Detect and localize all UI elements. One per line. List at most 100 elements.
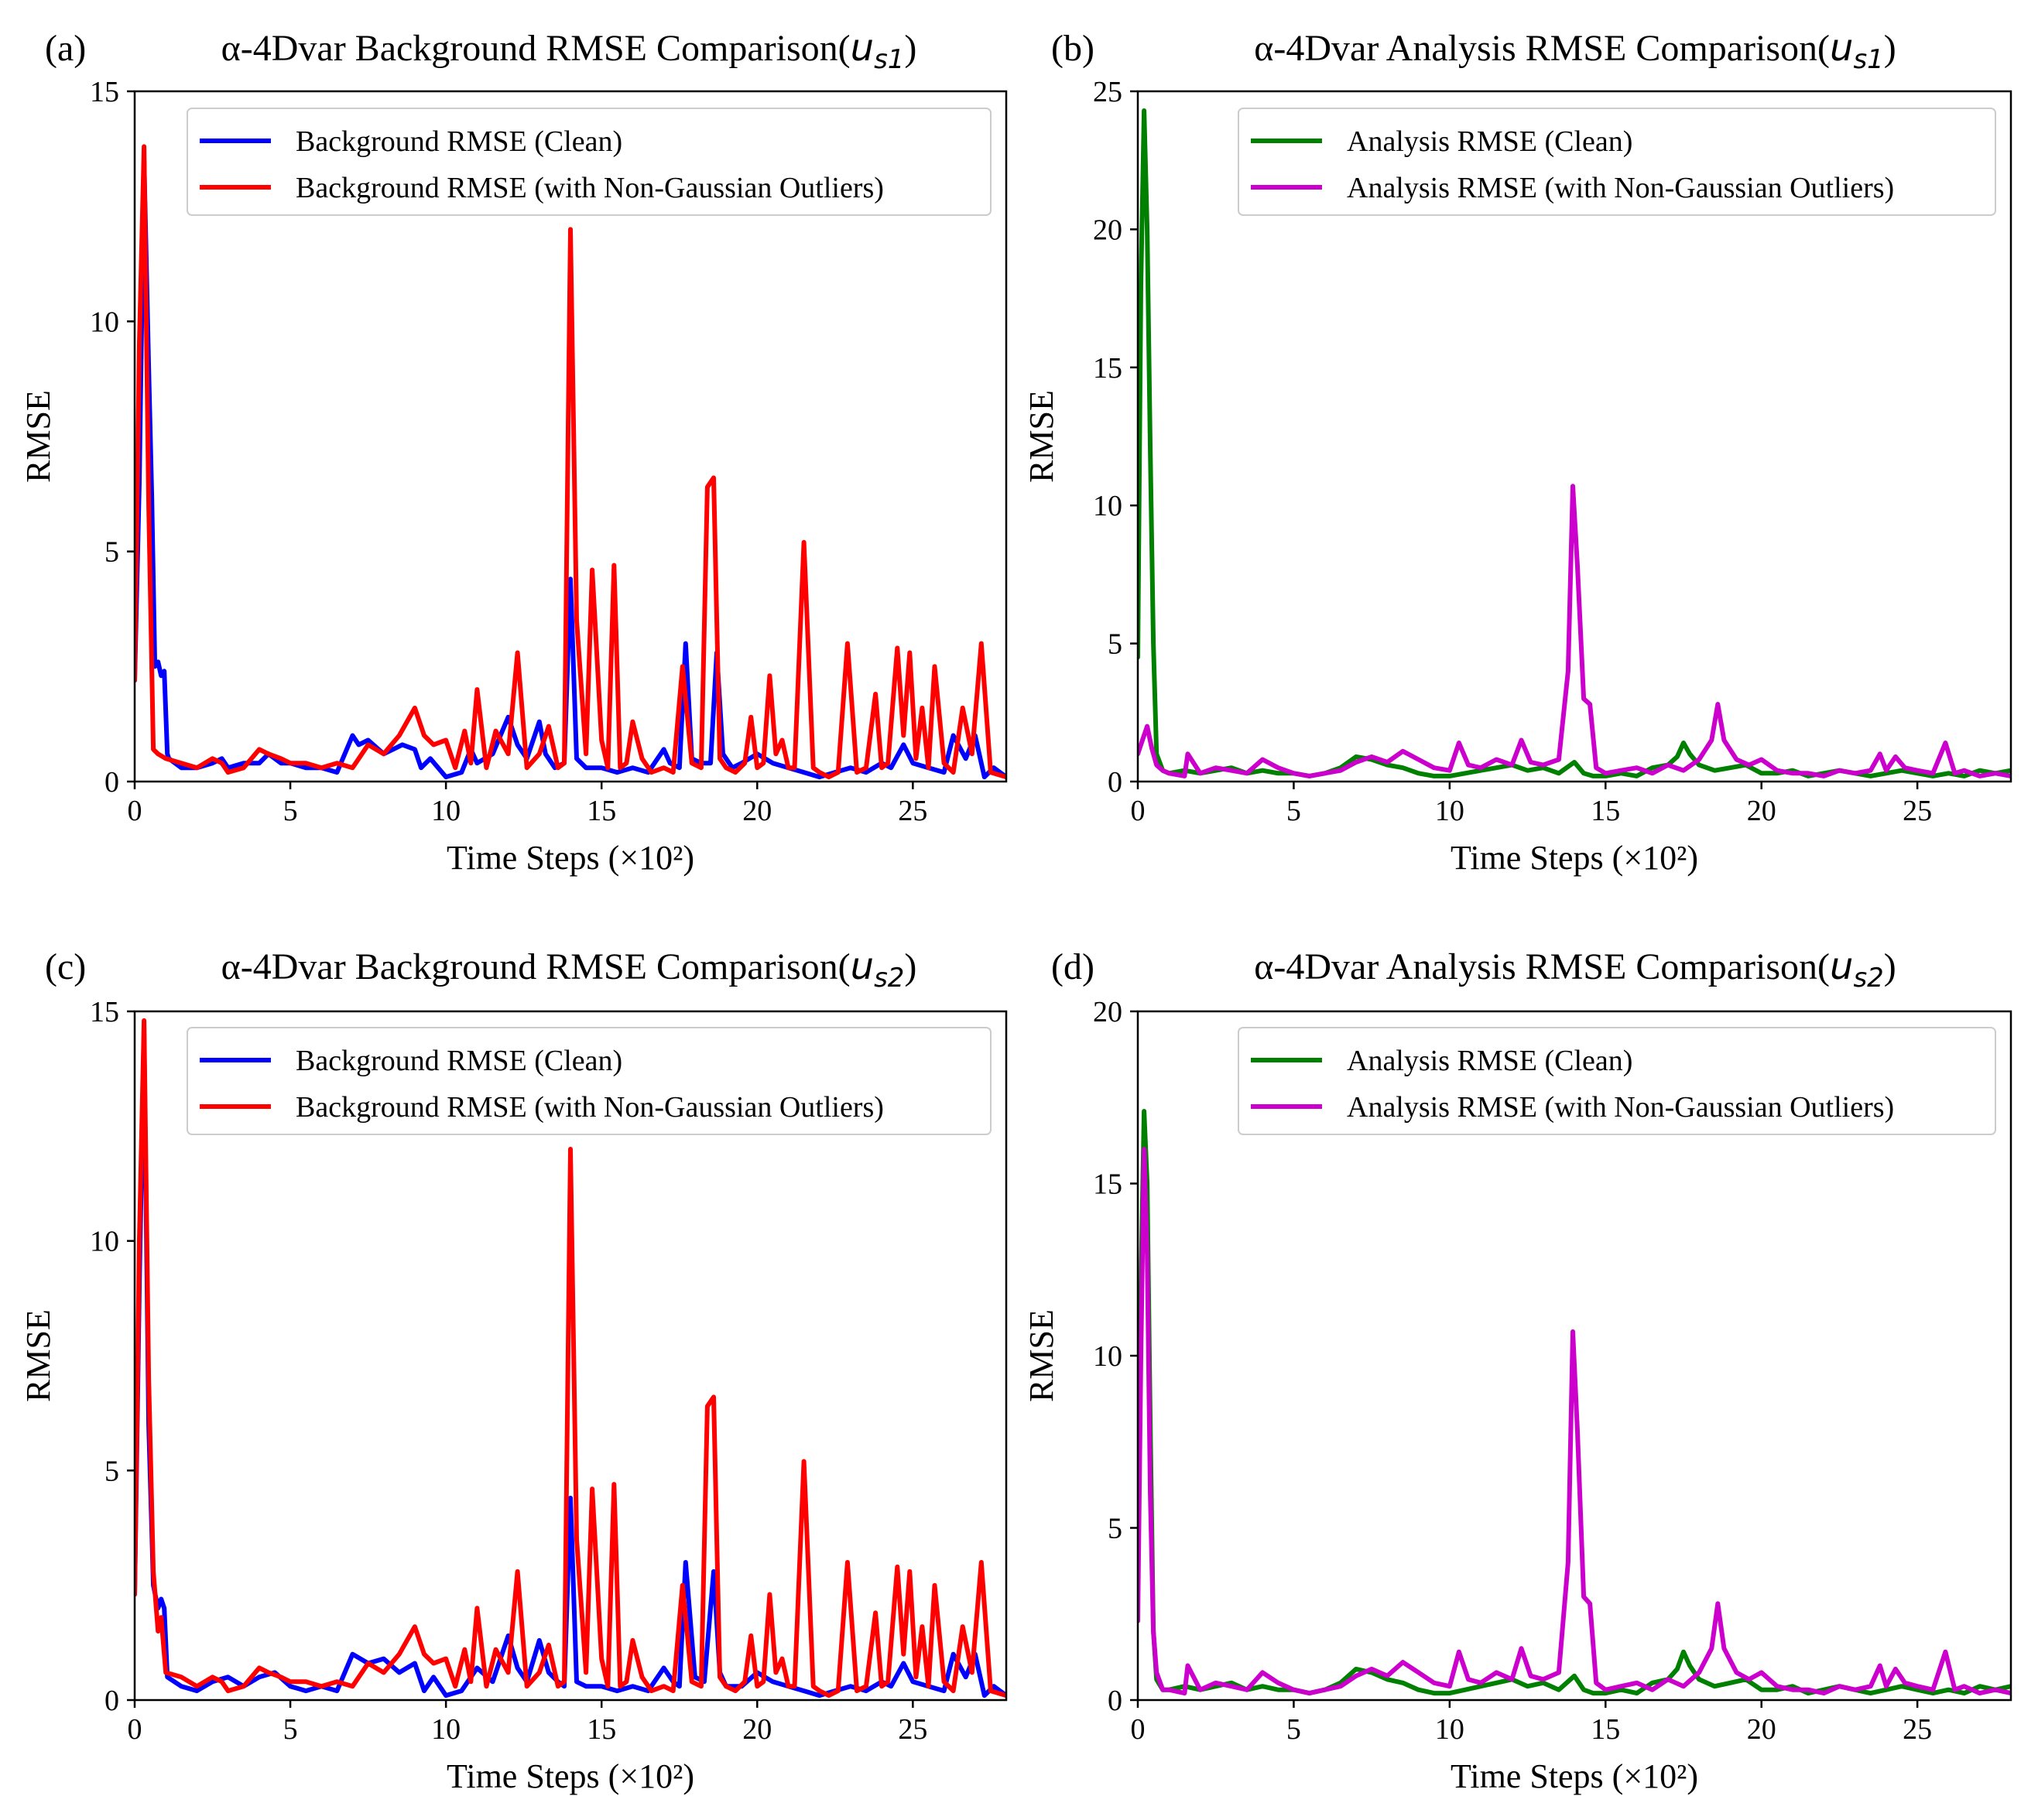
y-tick-label: 15 (1093, 352, 1122, 385)
axes-frame (133, 90, 1008, 783)
x-tick-label: 15 (1591, 1713, 1620, 1746)
y-tick-label: 10 (90, 1226, 119, 1258)
y-tick-label: 10 (1093, 490, 1122, 522)
y-tick-label: 15 (90, 996, 119, 1028)
x-tick-label: 5 (283, 1713, 298, 1746)
series-line-outliers (135, 144, 1006, 780)
y-axis-label: RMSE (19, 390, 57, 483)
legend-box (1238, 108, 1996, 216)
legend-label-outliers: Analysis RMSE (with Non-Gaussian Outlier… (1347, 172, 1894, 204)
y-tick-label: 0 (104, 1685, 119, 1717)
x-tick-label: 25 (1903, 1713, 1932, 1746)
legend: Analysis RMSE (Clean) Analysis RMSE (with… (1238, 108, 1996, 216)
x-axis-label: Time Steps (×10²) (447, 1757, 694, 1795)
y-tick-label: 15 (1093, 1168, 1122, 1201)
title-suffix: ) (1884, 946, 1896, 987)
x-tick-label: 15 (587, 795, 616, 827)
panel-a: 0 5 10 15 20 25 0 5 10 15 Time Steps (×10²) RMSE (a)… (19, 26, 1008, 877)
panel-title: α-4Dvar Analysis RMSE Comparison(us2) (1254, 945, 1896, 994)
title-prefix: α-4Dvar Background RMSE Comparison( (221, 946, 851, 987)
y-tick-label: 5 (1108, 1513, 1122, 1545)
legend-label-outliers: Analysis RMSE (with Non-Gaussian Outlier… (1347, 1091, 1894, 1124)
title-suffix: ) (1884, 28, 1896, 69)
x-tick-label: 10 (431, 795, 461, 827)
y-tick-label: 20 (1093, 214, 1122, 246)
title-variable: u (851, 945, 874, 988)
title-subscript: s2 (874, 963, 904, 994)
panel-title: α-4Dvar Background RMSE Comparison(us1) (221, 26, 917, 75)
panel-d: 0 5 10 15 20 25 0 5 10 15 20 Time Steps (×10²) RMSE (… (1022, 945, 2012, 1795)
x-tick-label: 0 (1131, 795, 1146, 827)
legend-box (187, 108, 992, 216)
x-tick-label: 25 (1903, 795, 1932, 827)
title-suffix: ) (904, 28, 916, 69)
x-tick-label: 15 (1591, 795, 1620, 827)
x-tick-label: 20 (742, 1713, 772, 1746)
y-tick-label: 10 (90, 306, 119, 338)
legend-label-clean: Analysis RMSE (Clean) (1347, 125, 1632, 158)
title-suffix: ) (904, 946, 916, 987)
title-prefix: α-4Dvar Analysis RMSE Comparison( (1254, 946, 1830, 987)
series-group (135, 144, 1006, 780)
y-tick-label: 5 (104, 1455, 119, 1487)
y-tick-label: 15 (90, 76, 119, 108)
legend-label-clean: Background RMSE (Clean) (296, 1045, 622, 1077)
x-tick-label: 10 (1435, 1713, 1464, 1746)
x-axis-label: Time Steps (×10²) (1451, 839, 1698, 877)
y-tick-label: 20 (1093, 996, 1122, 1028)
legend-box (1238, 1027, 1996, 1135)
y-tick-label: 5 (1108, 628, 1122, 661)
x-tick-label: 20 (1747, 1713, 1776, 1746)
y-tick-label: 5 (104, 536, 119, 569)
legend: Background RMSE (Clean) Background RMSE (… (187, 108, 992, 216)
panel-b: 0 5 10 15 20 25 0 5 10 15 20 25 Time Steps (×10²) RMS… (1022, 26, 2012, 877)
y-tick-label: 0 (1108, 766, 1122, 799)
y-axis-label: RMSE (1022, 390, 1060, 483)
panels-root: 0 5 10 15 20 25 0 5 10 15 Time Steps (×10²) RMSE (a)… (19, 26, 2012, 1795)
x-tick-label: 25 (898, 1713, 927, 1746)
series-line-outliers (1138, 484, 2011, 778)
title-variable: u (1830, 945, 1853, 988)
title-subscript: s2 (1853, 963, 1883, 994)
x-tick-label: 20 (1747, 795, 1776, 827)
x-tick-label: 25 (898, 795, 927, 827)
legend-label-clean: Analysis RMSE (Clean) (1347, 1045, 1632, 1077)
x-tick-label: 5 (1286, 1713, 1301, 1746)
y-tick-label: 10 (1093, 1340, 1122, 1373)
y-axis-label: RMSE (1022, 1309, 1060, 1402)
legend: Analysis RMSE (Clean) Analysis RMSE (with… (1238, 1027, 1996, 1135)
panel-c: 0 5 10 15 20 25 0 5 10 15 Time Steps (×10²) RMSE (c)… (19, 945, 1008, 1795)
axes-frame (1136, 90, 2012, 783)
x-tick-label: 20 (742, 795, 772, 827)
series-group (1138, 1109, 2011, 1696)
series-line-outliers (135, 1018, 1006, 1699)
legend: Background RMSE (Clean) Background RMSE (… (187, 1027, 992, 1135)
title-subscript: s1 (1853, 44, 1883, 75)
legend-label-outliers: Background RMSE (with Non-Gaussian Outli… (296, 1091, 884, 1124)
panel-title: α-4Dvar Background RMSE Comparison(us2) (221, 945, 917, 994)
panel-tag: (b) (1051, 28, 1094, 69)
title-variable: u (1830, 26, 1853, 70)
title-subscript: s1 (874, 44, 904, 75)
x-tick-label: 5 (1286, 795, 1301, 827)
x-tick-label: 5 (283, 795, 298, 827)
title-variable: u (851, 26, 874, 70)
panel-tag: (c) (45, 946, 86, 987)
x-tick-label: 15 (587, 1713, 616, 1746)
y-axis-label: RMSE (19, 1309, 57, 1402)
x-tick-label: 0 (1131, 1713, 1146, 1746)
y-tick-label: 25 (1093, 76, 1122, 108)
y-tick-label: 0 (1108, 1685, 1122, 1717)
legend-label-clean: Background RMSE (Clean) (296, 125, 622, 158)
y-tick-label: 0 (104, 766, 119, 799)
series-line-outliers (1138, 1147, 2011, 1696)
x-axis-label: Time Steps (×10²) (447, 839, 694, 877)
legend-label-outliers: Background RMSE (with Non-Gaussian Outli… (296, 172, 884, 204)
x-tick-label: 10 (1435, 795, 1464, 827)
title-prefix: α-4Dvar Background RMSE Comparison( (221, 28, 851, 69)
series-group (135, 1018, 1006, 1699)
x-tick-label: 0 (128, 1713, 142, 1746)
series-group (1138, 108, 2011, 778)
panel-title: α-4Dvar Analysis RMSE Comparison(us1) (1254, 26, 1896, 75)
